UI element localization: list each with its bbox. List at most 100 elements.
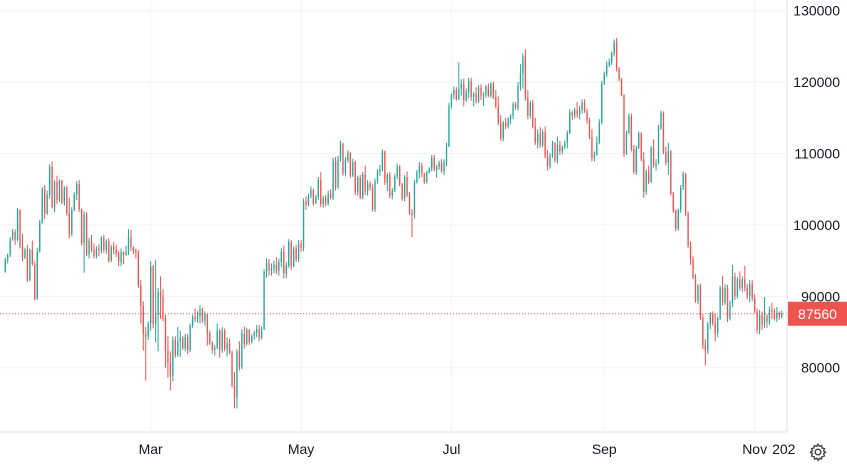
candle-body <box>302 201 305 248</box>
candle-body <box>672 193 674 212</box>
candle-up <box>561 145 564 155</box>
candle-body <box>258 329 260 338</box>
candle-body <box>551 142 554 155</box>
candle-body <box>305 201 307 205</box>
candle-body <box>408 194 411 213</box>
candle-body <box>29 249 31 280</box>
candle-body <box>753 298 756 312</box>
candle-down <box>492 81 495 100</box>
candle-down <box>19 209 21 249</box>
candle-body <box>152 266 154 325</box>
candle-up <box>613 39 615 57</box>
candle-body <box>485 86 487 95</box>
candle-up <box>337 155 339 190</box>
candle-body <box>391 190 393 196</box>
candle-body <box>4 259 6 272</box>
candle-body <box>46 194 48 214</box>
candle-body <box>519 73 522 86</box>
candle-up <box>322 195 324 208</box>
candle-up <box>468 77 470 99</box>
candle-up <box>697 284 699 305</box>
candle-body <box>167 350 169 363</box>
candle-down <box>739 271 741 291</box>
candle-body <box>342 143 344 174</box>
candle-up <box>724 284 726 305</box>
candle-body <box>556 144 559 161</box>
candle-down <box>56 175 58 205</box>
candle-down <box>209 330 211 345</box>
candle-body <box>450 94 453 106</box>
candle-body <box>374 181 376 210</box>
candle-body <box>694 277 697 302</box>
candle-body <box>721 287 724 303</box>
candle-body <box>21 247 24 258</box>
candle-body <box>56 182 58 200</box>
candle-body <box>43 189 46 214</box>
candle-body <box>320 179 322 205</box>
candle-down <box>137 249 140 288</box>
candle-down <box>588 117 591 140</box>
candle-down <box>401 182 403 201</box>
candle-down <box>206 313 209 346</box>
price-axis[interactable]: 80000 90000 100000 110000 120000 130000 <box>793 3 840 376</box>
candle-down <box>463 78 465 107</box>
candle-body <box>384 151 386 183</box>
candle-body <box>310 189 312 196</box>
candle-down <box>778 311 780 320</box>
candle-up <box>736 277 739 299</box>
candle-up <box>578 105 581 120</box>
candle-body <box>219 330 221 350</box>
candle-down <box>761 311 763 330</box>
candle-body <box>285 265 287 274</box>
candle-body <box>561 147 564 152</box>
candle-up <box>297 239 300 263</box>
candle-body <box>763 316 766 325</box>
candle-body <box>292 248 295 267</box>
candle-up <box>428 167 430 174</box>
candle-body <box>113 247 115 250</box>
candle-body <box>273 264 275 269</box>
candle-down <box>305 196 307 210</box>
candle-up <box>645 169 647 195</box>
candle-body <box>517 85 519 108</box>
chart-settings-button[interactable] <box>808 442 828 462</box>
candle-up <box>307 193 310 207</box>
candle-body <box>11 232 14 240</box>
time-axis[interactable]: Mar May Jul Sep Nov 202 <box>139 441 796 457</box>
candle-body <box>216 330 218 348</box>
candle-body <box>615 42 618 69</box>
candle-body <box>352 162 354 176</box>
candle-down <box>527 89 529 120</box>
candle-up <box>556 136 559 164</box>
candle-down <box>248 329 250 345</box>
candle-body <box>756 311 758 330</box>
candle-up <box>315 194 317 205</box>
candle-down <box>497 96 499 125</box>
candle-up <box>105 239 107 255</box>
candle-body <box>386 174 389 183</box>
price-axis-tick-label: 130000 <box>793 3 840 19</box>
candle-body <box>337 158 339 188</box>
candle-body <box>586 111 588 120</box>
candle-up <box>71 207 73 237</box>
candle-down <box>500 114 502 141</box>
candle-body <box>470 80 472 98</box>
candle-body <box>120 252 122 263</box>
candle-body <box>71 209 73 235</box>
candle-up <box>680 184 682 213</box>
candle-body <box>278 262 280 272</box>
candle-up <box>608 58 610 68</box>
candle-down <box>623 94 625 158</box>
candle-down <box>34 261 36 301</box>
candle-body <box>78 184 80 210</box>
candle-body <box>194 317 196 320</box>
candle-up <box>569 109 571 135</box>
candle-body <box>773 311 776 319</box>
candle-down <box>714 313 716 342</box>
candle-body <box>196 316 199 320</box>
candle-body <box>697 285 699 302</box>
time-axis-tick-label: Jul <box>442 441 460 457</box>
candle-up <box>655 159 657 171</box>
